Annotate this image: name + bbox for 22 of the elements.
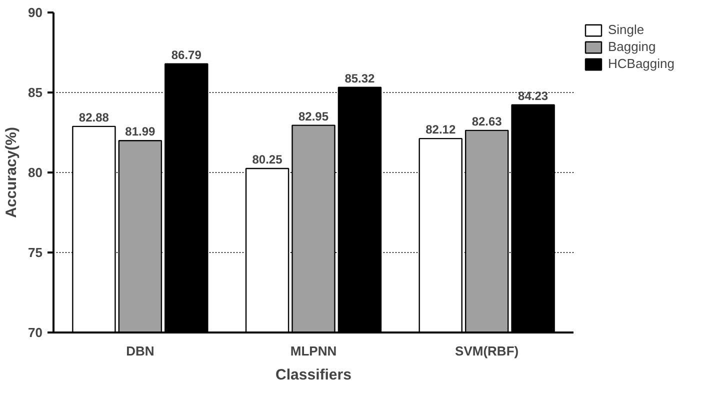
data-label: 82.88: [78, 110, 110, 124]
x-axis-title: Classifiers: [276, 366, 352, 384]
data-label: 82.95: [298, 109, 329, 124]
x-tick-label: MLPNN: [290, 344, 337, 358]
data-label: 82.63: [472, 114, 502, 128]
data-label: 84.23: [518, 88, 548, 103]
y-tick-label: 75: [28, 245, 43, 260]
y-axis-title: Accuracy(%): [3, 127, 20, 218]
data-label: 86.79: [171, 48, 202, 62]
data-label: 81.99: [125, 124, 156, 139]
data-label: 80.25: [252, 152, 283, 166]
y-tick-label: 70: [28, 325, 43, 340]
y-tick-label: 90: [28, 5, 43, 20]
y-tick-label: 85: [28, 85, 43, 100]
legend-label: Bagging: [608, 39, 656, 54]
legend-label: Single: [608, 22, 644, 37]
x-tick-label: SVM(RBF): [455, 344, 519, 358]
legend-label: HCBagging: [608, 56, 674, 71]
x-tick-label: DBN: [126, 344, 154, 358]
y-tick-label: 80: [28, 165, 43, 180]
data-label: 85.32: [344, 71, 376, 86]
data-label: 82.12: [426, 122, 456, 137]
